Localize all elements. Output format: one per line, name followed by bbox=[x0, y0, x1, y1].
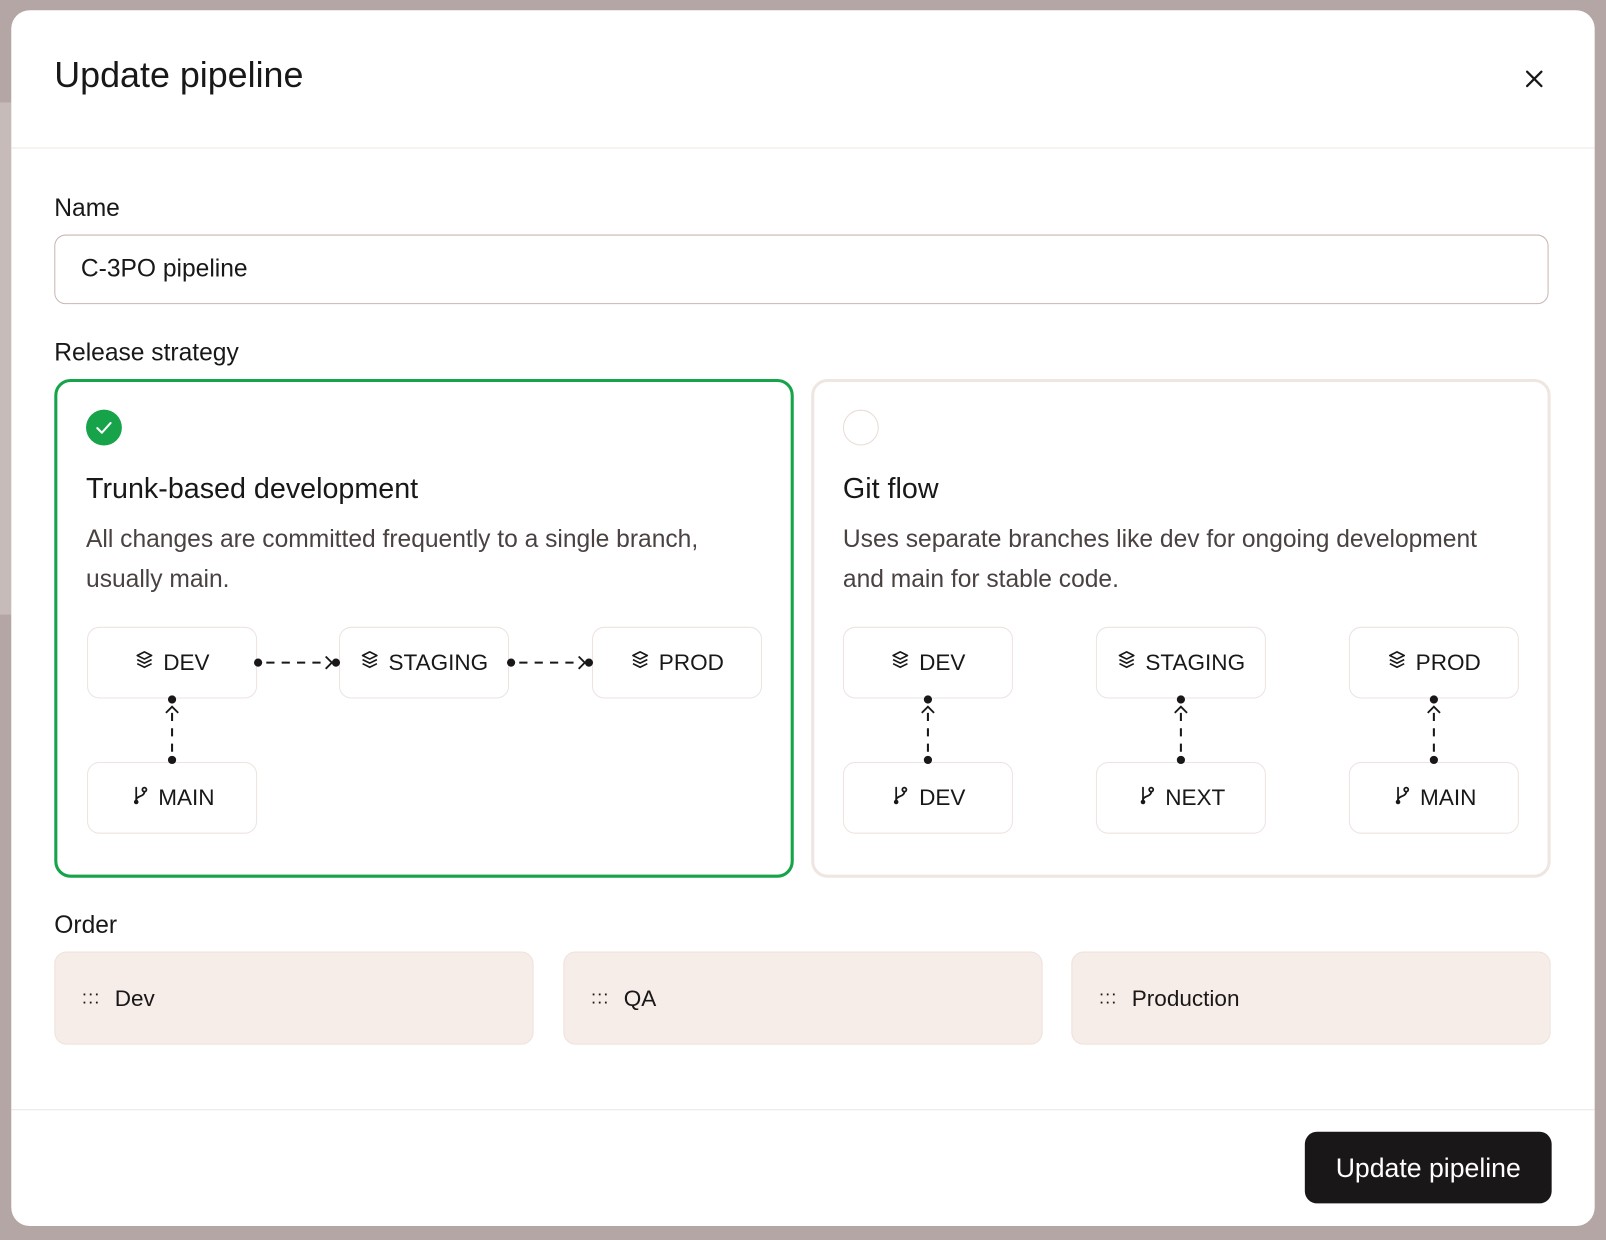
promotion-arrow bbox=[165, 655, 594, 765]
layers-icon bbox=[1387, 649, 1407, 676]
name-label: Name bbox=[54, 194, 120, 223]
strategy-description: Uses separate branches like dev for ongo… bbox=[842, 525, 1477, 594]
order-label: Order bbox=[54, 911, 118, 940]
drag-handle-icon[interactable]: ::: bbox=[590, 987, 610, 1008]
radio-unselected-icon bbox=[842, 409, 879, 446]
header-divider bbox=[11, 147, 1595, 149]
branch-node: MAIN bbox=[87, 762, 258, 834]
order-item-production[interactable]: ::: Production bbox=[1071, 951, 1551, 1045]
order-item-dev[interactable]: ::: Dev bbox=[54, 951, 534, 1045]
env-node: PROD bbox=[591, 626, 763, 699]
layers-icon bbox=[135, 649, 155, 676]
git-branch-icon bbox=[890, 785, 910, 812]
env-node: PROD bbox=[1348, 626, 1519, 699]
layers-icon bbox=[1117, 649, 1137, 676]
git-branch-icon bbox=[1391, 785, 1411, 812]
strategy-title: Git flow bbox=[842, 472, 939, 504]
env-node: DEV bbox=[842, 626, 1013, 699]
layers-icon bbox=[890, 649, 910, 676]
drag-handle-icon[interactable]: ::: bbox=[81, 987, 101, 1008]
branch-node: NEXT bbox=[1095, 762, 1266, 834]
drag-handle-icon[interactable]: ::: bbox=[1098, 987, 1118, 1008]
close-button[interactable] bbox=[1519, 64, 1550, 95]
promotion-arrow bbox=[921, 695, 1441, 765]
strategy-card-trunk-based[interactable]: Trunk-based development All changes are … bbox=[54, 378, 794, 878]
footer-divider bbox=[11, 1109, 1595, 1111]
strategy-description: All changes are committed frequently to … bbox=[86, 525, 699, 594]
strategy-title: Trunk-based development bbox=[86, 472, 419, 504]
branch-node: MAIN bbox=[1348, 762, 1519, 834]
strategy-card-git-flow[interactable]: Git flow Uses separate branches like dev… bbox=[811, 378, 1551, 878]
selected-check-icon bbox=[86, 409, 122, 446]
update-pipeline-dialog: Update pipeline Name Release strategy Tr… bbox=[11, 10, 1595, 1226]
dialog-title: Update pipeline bbox=[54, 55, 304, 96]
env-node: STAGING bbox=[1095, 626, 1266, 699]
env-node: STAGING bbox=[339, 626, 510, 699]
backdrop bbox=[0, 102, 12, 615]
order-item-qa[interactable]: ::: QA bbox=[563, 951, 1043, 1045]
update-pipeline-button[interactable]: Update pipeline bbox=[1304, 1131, 1552, 1204]
layers-icon bbox=[360, 649, 380, 676]
git-branch-icon bbox=[130, 785, 150, 812]
branch-node: DEV bbox=[842, 762, 1013, 834]
env-node: DEV bbox=[87, 626, 258, 699]
name-input[interactable] bbox=[54, 234, 1549, 305]
git-branch-icon bbox=[1137, 785, 1157, 812]
close-icon bbox=[1525, 70, 1543, 88]
layers-icon bbox=[630, 649, 650, 676]
release-strategy-label: Release strategy bbox=[54, 339, 239, 367]
